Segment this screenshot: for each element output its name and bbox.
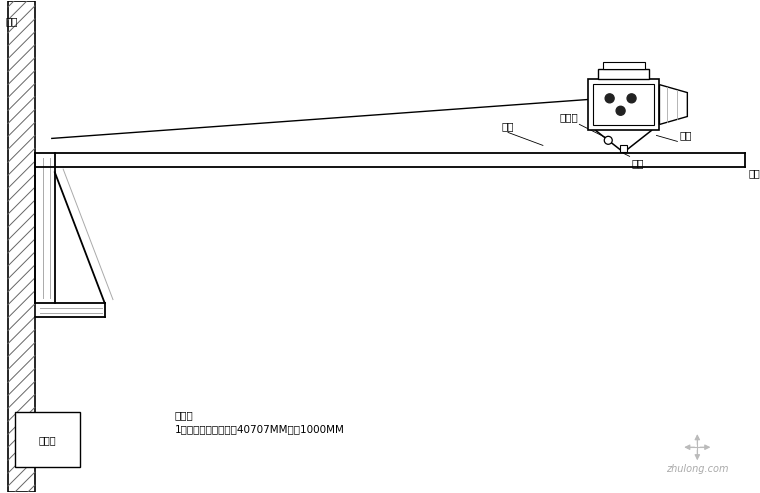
Bar [8,1,35,492]
Text: 软管: 软管 [502,121,515,132]
Bar [603,62,644,69]
Text: zhulong.com: zhulong.com [666,464,729,474]
Polygon shape [660,85,687,124]
Bar [587,79,660,131]
Text: 横杆: 横杆 [748,168,760,178]
Circle shape [605,94,614,103]
Text: 固定点: 固定点 [559,112,578,122]
Text: 说明：: 说明： [174,410,193,421]
Text: 设备箱: 设备箱 [39,435,56,445]
Text: 支架: 支架 [679,131,692,141]
Bar [620,145,627,152]
Text: 螺丝: 螺丝 [632,158,644,168]
Bar [15,412,80,467]
Circle shape [604,137,613,144]
Bar [593,84,654,125]
Text: 1、横杆采用镀锌角钢40707MM长度1000MM: 1、横杆采用镀锌角钢40707MM长度1000MM [174,424,344,434]
Circle shape [627,94,636,103]
Text: 墙体: 墙体 [6,16,18,26]
Bar [597,69,650,79]
Circle shape [616,106,625,115]
